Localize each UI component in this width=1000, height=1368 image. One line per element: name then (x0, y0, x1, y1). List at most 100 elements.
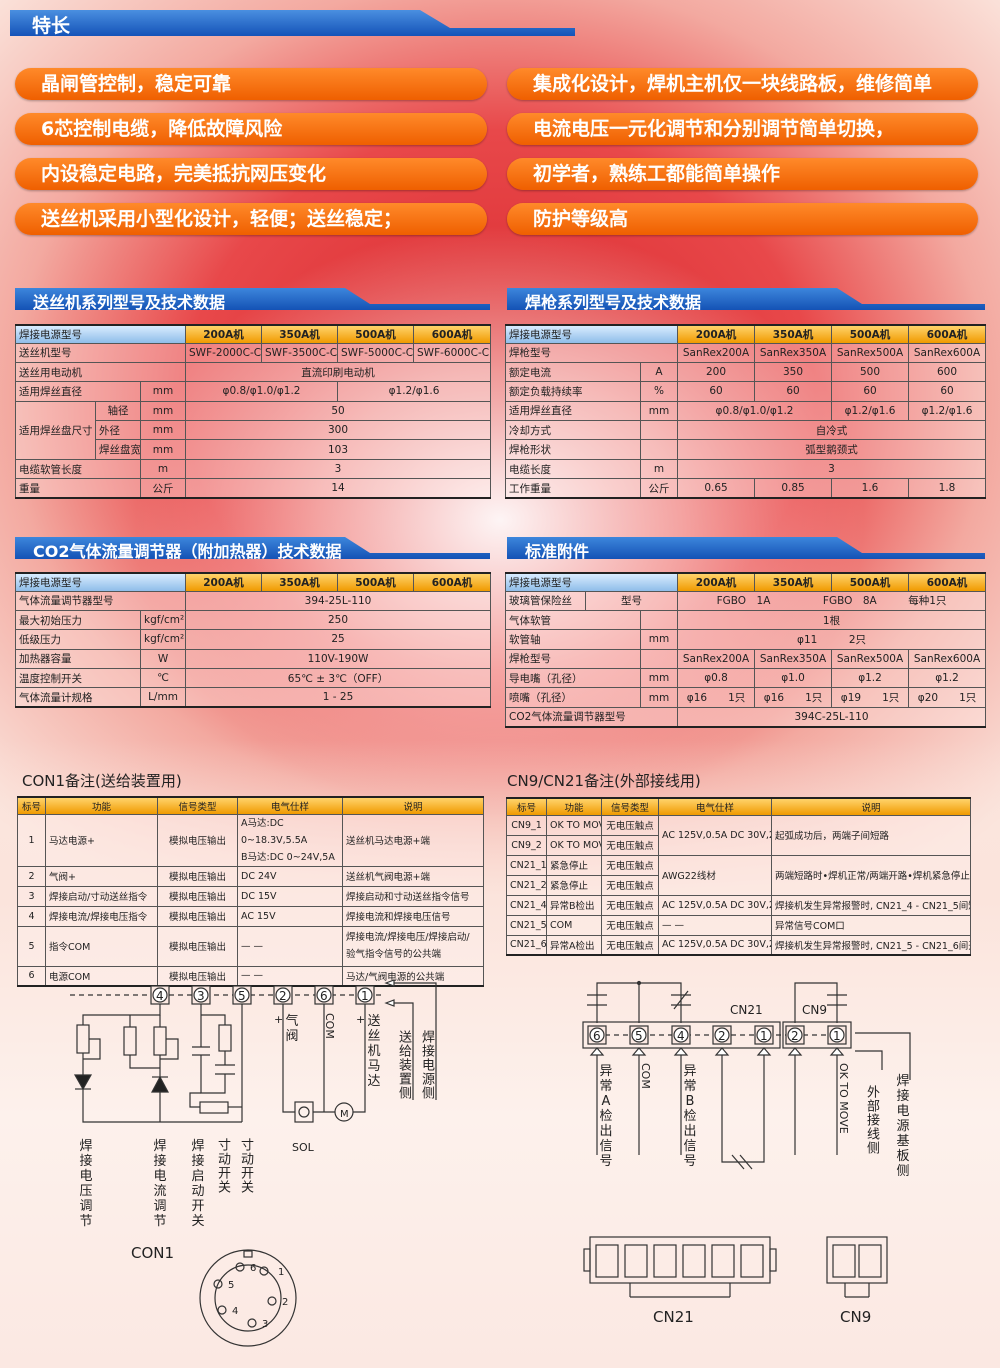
con1-wiring-diagram: 4 3 5 2 6 1 M + + SOL COM 气阀 送丝机马达 焊接电压调节 焊接电… (70, 979, 437, 1347)
table-cell: 200 (677, 361, 756, 383)
table-row: 额定负载持续率% 60 60 60 60 (505, 381, 987, 402)
table-cell: 适用焊丝直径 (505, 400, 641, 422)
cn9-label: CN9 (802, 1003, 827, 1017)
table-cell: φ19 1只 (831, 687, 910, 708)
table-cell: φ0.8 (677, 668, 756, 689)
com-label: COM (323, 1013, 336, 1039)
table-cell: φ16 1只 (677, 687, 756, 708)
terminal (152, 987, 168, 1003)
table-cell: 冷却方式 (505, 420, 641, 441)
table-cell: COM (546, 914, 602, 936)
terminal (756, 1027, 772, 1043)
pin-icon (235, 1262, 245, 1272)
table-header-row: 标号 功能 信号类型 电气仕样 说明 (17, 796, 484, 815)
feature-item: 送丝机采用小型化设计，轻便；送丝稳定； (15, 203, 487, 235)
plus-label: + (274, 1013, 283, 1026)
table-cell: 异常B检出 (546, 894, 602, 916)
table-header-row: 焊接电源型号 200A机 350A机 500A机 600A机 (14, 572, 492, 592)
table-cell: AC 15V (237, 905, 343, 927)
table-cell: CN21_5 (506, 914, 547, 936)
table-cell: 喷嘴（孔径） (505, 687, 641, 708)
header-cell: 功能 (45, 796, 158, 815)
table-row: 加热器容量 W 110V-190W (15, 648, 492, 670)
accessories-section-header: 标准附件 (507, 537, 985, 559)
terminal: 1 (833, 1029, 841, 1043)
header-cell: 600A机 (908, 324, 987, 344)
pin-icon (213, 1279, 223, 1289)
table-cell: SanRex350A (754, 648, 833, 670)
table-cell: 指令COM (45, 925, 158, 967)
table-row: CN21_2 紧急停止 无电压触点 (506, 874, 971, 896)
terminal (234, 987, 250, 1003)
header-cell: 说明 (771, 797, 971, 816)
table-cell: % (639, 381, 679, 402)
terminal: 4 (156, 989, 164, 1003)
terminal: 5 (238, 989, 246, 1003)
header-cell: 焊接电源型号 (14, 324, 187, 344)
table-cell: 模拟电压输出 (157, 813, 238, 867)
table-cell: 马达/气阀电源的公共端 (342, 965, 484, 987)
table-cell: 适用焊丝直径 (15, 381, 141, 402)
table-cell: CO2气体流量调节器型号 (504, 706, 679, 728)
table-row: 气体软管 1根 (505, 609, 987, 631)
table-row: 5 指令COM 模拟电压输出 — — 焊接电流/焊接电压/焊接启动/ 验气指令信号的公共… (17, 925, 484, 967)
connector-slot (653, 1244, 677, 1278)
table-cell: 3 (185, 458, 492, 480)
current-adjust-label: 焊接电流调节 (153, 1138, 166, 1229)
header-cell: 500A机 (831, 324, 910, 344)
table-cell: AC 125V,0.5A DC 30V,2A (658, 934, 772, 956)
table-cell: 型号 (584, 590, 679, 611)
table-cell: 250 (185, 609, 492, 631)
table-cell: mm (139, 439, 187, 460)
table-cell: 65℃ ± 3℃（OFF） (185, 668, 492, 689)
table-cell (639, 439, 679, 460)
table-cell: 电缆软管长度 (15, 458, 141, 480)
table-cell: φ1.2 (831, 668, 910, 689)
pin-icon (267, 1296, 277, 1306)
table-cell: L/mm (139, 687, 187, 708)
header-cell: 350A机 (261, 324, 339, 344)
cn-notes-title: CN9/CN21备注(外部接线用) (507, 772, 701, 790)
table-cell: AWG22线材 (658, 854, 772, 896)
table-cell: A马达:DC 0~18.3V,5.5A B马达:DC 0~24V,5A (237, 813, 343, 867)
feeder-side-label: 送给装置侧 (396, 1030, 411, 1100)
table-cell: 1.8 (908, 478, 987, 499)
table-cell: FGBO 1A FGBO 8A 每种1只 (677, 590, 987, 611)
pin-label: 3 (262, 1319, 268, 1330)
arrow-icon (829, 1047, 845, 1056)
table-cell: 电缆长度 (505, 458, 641, 480)
con1-notes-title: CON1备注(送给装置用) (22, 772, 182, 790)
table-cell: 500 (831, 361, 910, 383)
table-cell: 394C-25L-110 (677, 706, 987, 728)
header-cell: 500A机 (337, 572, 415, 592)
error-a-label: 异常 A 检出信号 (599, 1064, 612, 1169)
feeder-section-header: 送丝机系列型号及技术数据 (15, 288, 490, 310)
header-cell: 标号 (17, 796, 46, 815)
header-cell: 200A机 (185, 324, 263, 344)
terminal: 2 (718, 1029, 726, 1043)
valve-label: 气阀 (285, 1013, 298, 1044)
table-row: 外径 mm 300 (16, 420, 492, 441)
table-cell: 焊接机发生异常报警时, CN21_4 - CN21_5间短路 (771, 894, 971, 916)
table-cell: OK TO MOVE (546, 814, 602, 836)
table-cell: 气体流量调节器型号 (14, 590, 187, 611)
section-title: 标准附件 (525, 542, 590, 561)
header-cell: 350A机 (754, 324, 833, 344)
table-cell: 1 - 25 (185, 687, 492, 708)
table-cell: kgf/cm² (139, 609, 187, 631)
start-switch-label: 焊接启动开关 (191, 1138, 204, 1229)
table-cell: 60 (908, 381, 987, 402)
table-row: 焊枪形状 弧型鹅颈式 (505, 439, 987, 460)
table-cell: 弧型鹅颈式 (677, 439, 987, 460)
terminal: 4 (677, 1029, 685, 1043)
terminal (316, 987, 332, 1003)
table-cell: mm (139, 420, 187, 441)
section-title: CO2气体流量调节器（附加热器）技术数据 (33, 542, 342, 561)
co2-section-header: CO2气体流量调节器（附加热器）技术数据 (15, 537, 490, 559)
pin-label: 1 (278, 1267, 284, 1278)
header-cell: 600A机 (908, 572, 987, 592)
table-row: 送丝用电动机 直流印刷电动机 (14, 361, 492, 383)
co2-spec-table: 焊接电源型号 200A机 350A机 500A机 600A机 气体流量调节器型号 394-2… (14, 572, 492, 709)
table-cell: 103 (185, 439, 492, 460)
table-row: 2 气阀+ 模拟电压输出 DC 24V 送丝机气阀电源+端 (17, 865, 484, 887)
